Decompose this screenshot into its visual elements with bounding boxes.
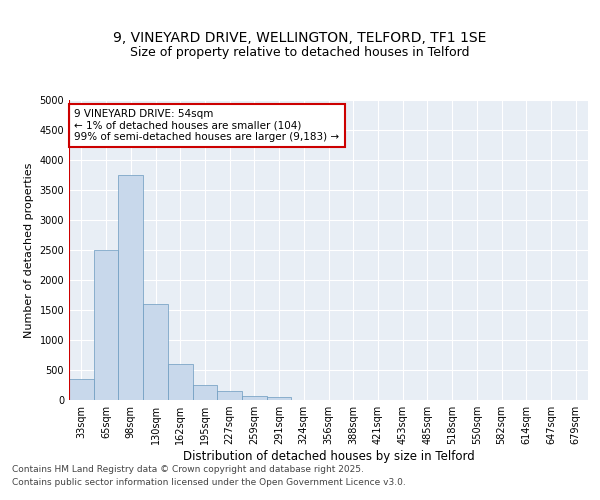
Text: Contains HM Land Registry data © Crown copyright and database right 2025.: Contains HM Land Registry data © Crown c… xyxy=(12,466,364,474)
Bar xyxy=(69,379,94,400)
Text: 9, VINEYARD DRIVE, WELLINGTON, TELFORD, TF1 1SE: 9, VINEYARD DRIVE, WELLINGTON, TELFORD, … xyxy=(113,30,487,44)
Y-axis label: Number of detached properties: Number of detached properties xyxy=(24,162,34,338)
Bar xyxy=(118,175,143,400)
Bar xyxy=(193,385,217,400)
Bar xyxy=(267,398,292,400)
X-axis label: Distribution of detached houses by size in Telford: Distribution of detached houses by size … xyxy=(182,450,475,463)
Bar xyxy=(168,364,193,400)
Bar xyxy=(242,396,267,400)
Text: Size of property relative to detached houses in Telford: Size of property relative to detached ho… xyxy=(130,46,470,59)
Bar xyxy=(217,391,242,400)
Text: Contains public sector information licensed under the Open Government Licence v3: Contains public sector information licen… xyxy=(12,478,406,487)
Bar xyxy=(94,250,118,400)
Text: 9 VINEYARD DRIVE: 54sqm
← 1% of detached houses are smaller (104)
99% of semi-de: 9 VINEYARD DRIVE: 54sqm ← 1% of detached… xyxy=(74,109,340,142)
Bar xyxy=(143,304,168,400)
